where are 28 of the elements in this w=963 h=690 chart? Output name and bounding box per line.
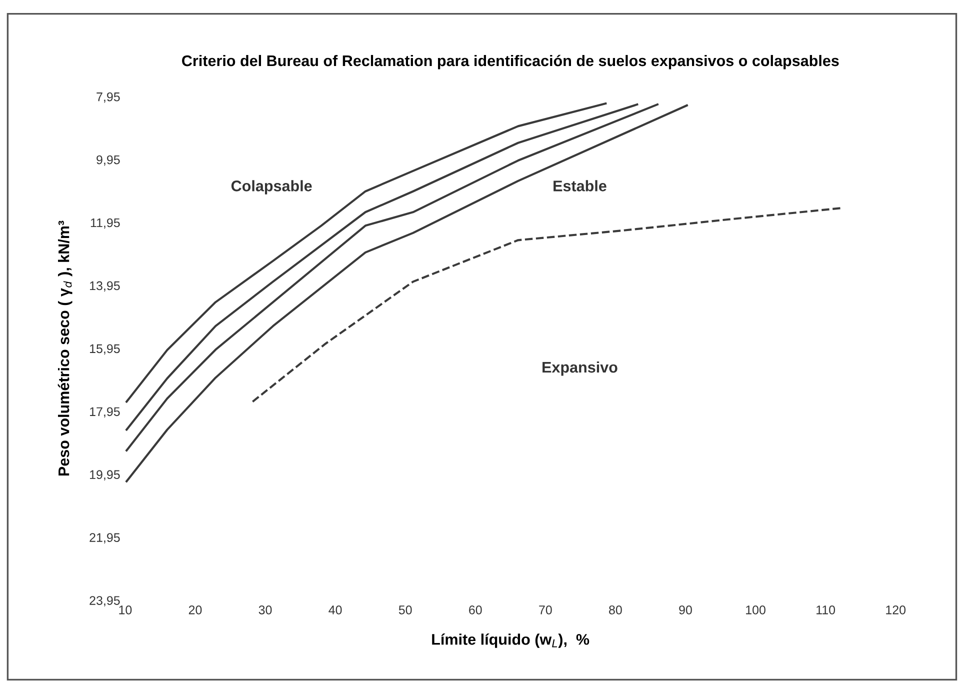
x-tick-label: 50 <box>398 605 412 614</box>
x-axis-title: Límite líquido (w$_{L}$), % <box>432 633 590 648</box>
y-tick-label: 17,95 <box>90 407 120 418</box>
x-tick-label: 30 <box>258 605 272 614</box>
annotation: Expansivo <box>542 361 618 376</box>
x-tick-label: 120 <box>886 605 906 614</box>
x-tick-label: 90 <box>679 605 692 614</box>
x-tick-label: 60 <box>469 605 482 614</box>
x-tick-label: 40 <box>328 605 342 614</box>
chart-title: Criterio del Bureau of Reclamation para identificación de suelos expansivos o colapsables <box>182 54 839 70</box>
x-tick-label: 20 <box>188 605 202 614</box>
y-tick-label: 15,95 <box>90 344 120 355</box>
annotation: Estable <box>554 180 606 192</box>
x-tick-label: 80 <box>609 605 622 614</box>
y-tick-label: 9,95 <box>96 155 120 166</box>
x-tick-label: 100 <box>746 605 766 614</box>
y-tick-label: 19,95 <box>90 470 120 481</box>
y-tick-label: 13,95 <box>90 281 120 292</box>
line-series <box>252 207 843 403</box>
y-tick-label: 11,95 <box>90 218 120 229</box>
x-tick-label: 10 <box>119 605 132 614</box>
x-tick-label: 70 <box>539 605 552 614</box>
y-axis-title: Peso volumétrico seco ( γ$_{d}$ ), kN/m³ <box>58 220 72 476</box>
x-tick-label: 110 <box>816 605 836 614</box>
annotation: Colapsable <box>231 180 312 194</box>
y-tick-label: 7,95 <box>96 92 120 103</box>
y-tick-label: 23,95 <box>90 596 120 606</box>
y-tick-label: 21,95 <box>90 533 120 544</box>
